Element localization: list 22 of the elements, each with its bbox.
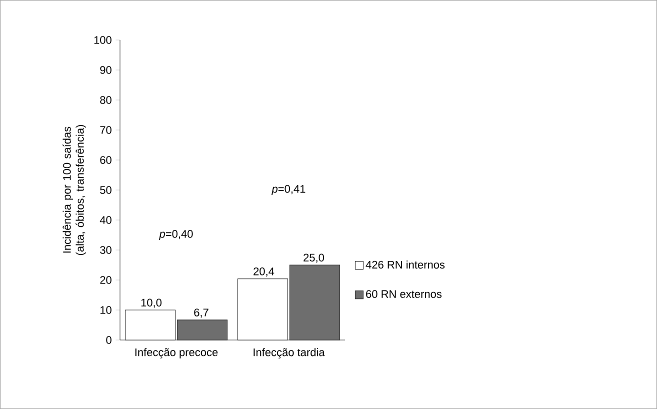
legend-label: 60 RN externos — [366, 290, 442, 298]
y-tick-label: 100 — [94, 36, 112, 44]
y-tick-label: 80 — [100, 96, 112, 104]
annotation: p=0,41 — [271, 185, 306, 195]
data-label: 25,0 — [304, 254, 324, 263]
y-tick-label: 50 — [100, 186, 112, 194]
data-label: 6,7 — [194, 308, 208, 318]
y-tick-label: 0 — [106, 336, 112, 344]
y-tick-label: 10 — [100, 306, 112, 314]
x-tick-label: Infecção tardia — [254, 348, 325, 358]
legend-label: 426 RN internos — [366, 260, 445, 269]
y-tick-label: 70 — [100, 126, 112, 134]
y-tick-label: 90 — [100, 66, 112, 74]
y-axis-title: Incidência por 100 saídas (alta, óbitos, transferência) — [62, 124, 86, 256]
x-tick-label: Infecção precoce — [135, 348, 218, 358]
y-tick-label: 60 — [100, 156, 112, 164]
annotation: p=0,40 — [158, 230, 193, 240]
data-label: 10,0 — [141, 298, 162, 308]
data-label: 20,4 — [254, 268, 274, 277]
y-tick-label: 20 — [100, 276, 112, 284]
y-tick-label: 40 — [100, 216, 112, 224]
y-tick-label: 30 — [100, 246, 112, 254]
